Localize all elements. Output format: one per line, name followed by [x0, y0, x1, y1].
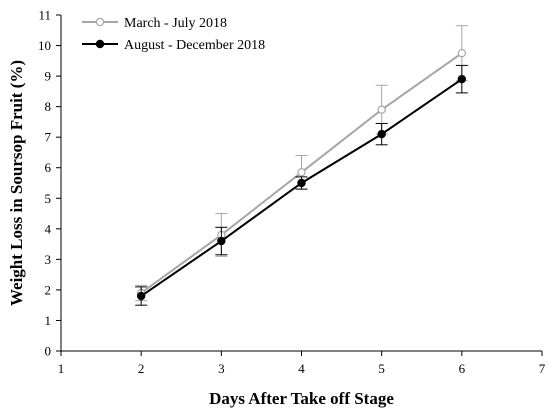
x-tick-label: 3: [218, 361, 225, 376]
data-point: [136, 291, 146, 301]
x-tick-label: 7: [539, 361, 546, 376]
x-axis-title: Days After Take off Stage: [209, 389, 394, 408]
x-ticks: 1 2 3 4 5 6 7: [58, 351, 546, 376]
data-point: [457, 74, 467, 84]
series-1: [135, 25, 468, 302]
x-tick-label: 4: [298, 361, 305, 376]
y-axis-title: Weight Loss in Soursop Fruit (%): [7, 60, 26, 306]
data-point: [377, 105, 386, 114]
y-tick-label: 9: [45, 69, 52, 84]
y-tick-label: 4: [45, 221, 52, 236]
data-point: [457, 48, 467, 58]
y-tick-label: 6: [45, 160, 52, 175]
series-2: [135, 64, 468, 306]
data-point: [297, 178, 306, 188]
y-tick-label: 11: [38, 8, 51, 23]
x-tick-label: 5: [378, 361, 385, 376]
data-point: [297, 168, 306, 177]
y-tick-label: 10: [38, 38, 51, 53]
y-tick-label: 1: [45, 313, 52, 328]
legend-item: March - July 2018: [82, 16, 227, 31]
y-ticks: 0 1 2 3 4 5 6 7 8 9 10 11: [38, 8, 61, 359]
y-tick-label: 2: [45, 282, 52, 297]
legend-swatch-marker: [95, 17, 105, 27]
legend-label: March - July 2018: [124, 16, 227, 31]
y-tick-label: 3: [45, 252, 52, 267]
y-tick-label: 8: [45, 99, 52, 114]
x-tick-label: 1: [58, 361, 65, 376]
y-tick-label: 5: [45, 191, 52, 206]
legend-item: August - December 2018: [82, 38, 265, 53]
y-tick-label: 7: [45, 130, 52, 145]
data-point: [217, 236, 226, 246]
legend: March - July 2018 August - December 2018: [82, 16, 265, 53]
series-layer: [135, 25, 468, 306]
legend-swatch-marker: [95, 39, 105, 49]
x-tick-label: 6: [459, 361, 466, 376]
x-tick-label: 2: [138, 361, 145, 376]
y-tick-label: 0: [45, 344, 52, 359]
data-point: [377, 129, 386, 139]
legend-label: August - December 2018: [124, 38, 265, 53]
